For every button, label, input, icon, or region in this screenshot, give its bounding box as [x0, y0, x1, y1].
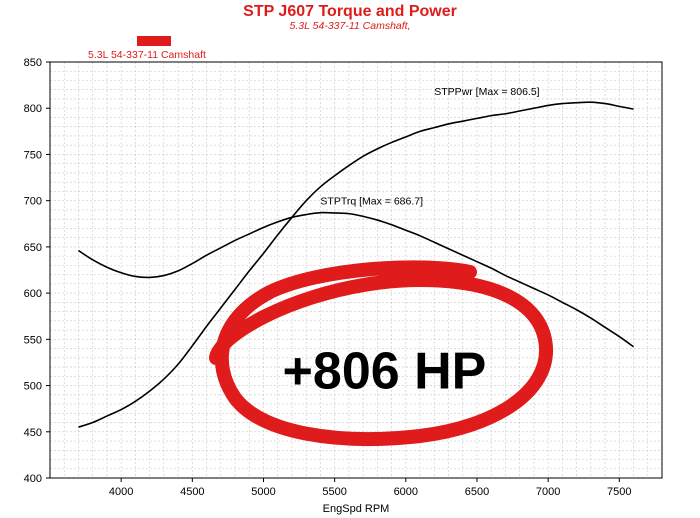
x-axis-label: EngSpd RPM	[323, 503, 390, 515]
x-tick-label: 6000	[394, 486, 418, 498]
y-tick-label: 650	[24, 242, 42, 254]
grid	[50, 62, 662, 478]
legend-label: 5.3L 54-337-11 Camshaft	[88, 49, 206, 61]
series-line-stppwr	[78, 101, 634, 428]
legend-swatch	[137, 36, 171, 46]
annotation-hp: +806 HP	[283, 342, 487, 400]
x-tick-label: 6500	[465, 486, 489, 498]
y-tick-label: 450	[24, 427, 42, 439]
axis-ticks: 4000 4500 5000 5500 6000 6500 7000 7500 400 450 50…	[24, 57, 632, 498]
y-tick-label: 500	[24, 381, 42, 393]
y-tick-label: 700	[24, 196, 42, 208]
x-tick-label: 5500	[322, 486, 346, 498]
x-tick-label: 4000	[109, 486, 133, 498]
y-tick-label: 550	[24, 334, 42, 346]
x-tick-label: 4500	[180, 486, 204, 498]
series-line-stptrq	[78, 211, 634, 348]
y-tick-label: 750	[24, 149, 42, 161]
annotation-power-max: STPPwr [Max = 806.5]	[434, 86, 539, 98]
x-tick-label: 7500	[607, 486, 631, 498]
y-tick-label: 800	[24, 103, 42, 115]
y-tick-label: 400	[24, 473, 42, 485]
plot-frame	[49, 61, 663, 479]
x-tick-label: 7000	[536, 486, 560, 498]
y-tick-label: 850	[24, 57, 42, 69]
annotation-torque-max: STPTrq [Max = 686.7]	[320, 195, 423, 207]
chart-title: STP J607 Torque and Power	[243, 3, 457, 20]
x-tick-label: 5000	[251, 486, 275, 498]
series-layer	[78, 101, 634, 428]
highlight-circle	[209, 260, 553, 446]
chart-subtitle: 5.3L 54-337-11 Camshaft,	[289, 20, 410, 32]
y-tick-label: 600	[24, 288, 42, 300]
